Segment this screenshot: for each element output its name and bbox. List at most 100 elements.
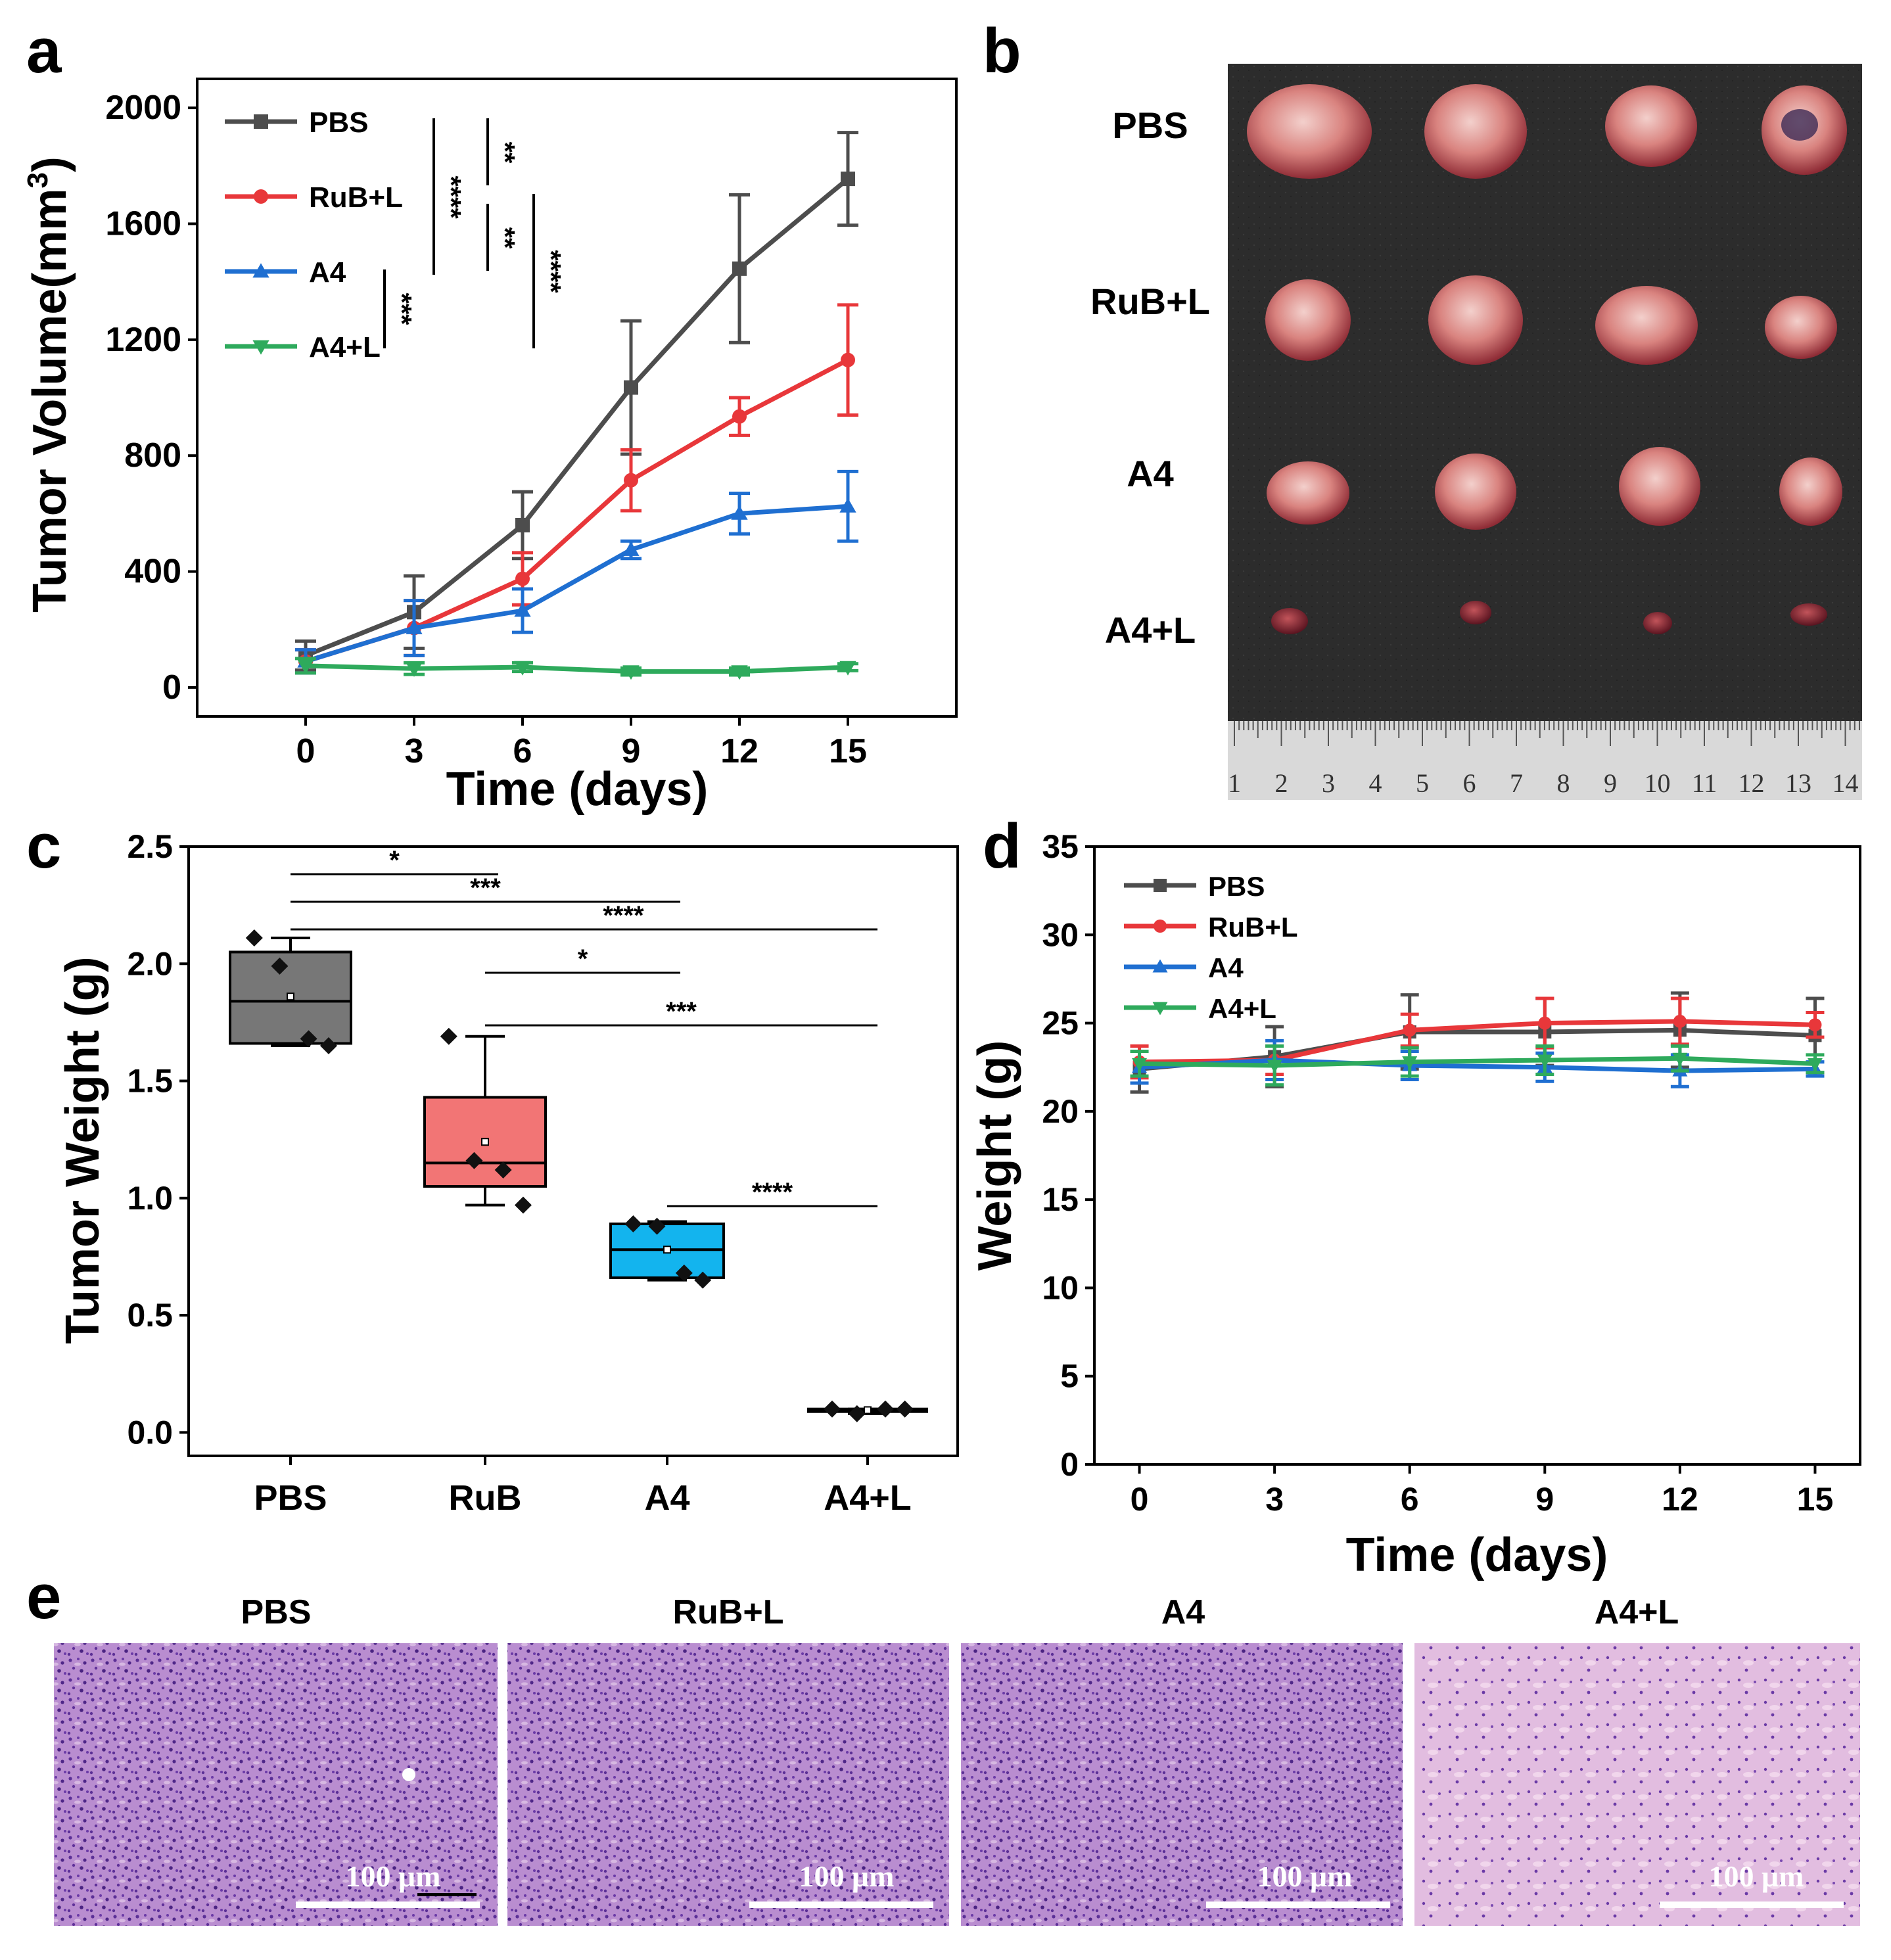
scale-bar-label: 100 μm [346, 1859, 441, 1893]
y-tick-label: 800 [124, 436, 181, 475]
panel-label-b: b [983, 16, 1021, 86]
sig-label: **** [536, 250, 567, 293]
series-line [1139, 1019, 1815, 1065]
legend: PBS RuB+L A4 A4+L [1124, 871, 1298, 1024]
panel-label-d: d [983, 811, 1021, 881]
mean-marker [287, 992, 294, 1001]
data-point [515, 518, 530, 532]
ruler-number: 3 [1322, 768, 1335, 798]
plot-frame [1093, 845, 1861, 1466]
y-tick-label: 25 [1042, 1005, 1079, 1042]
tumor-specimen [1605, 85, 1697, 167]
y-axis-title-superscript: 3 [22, 172, 54, 188]
x-tick-label: RuB [449, 1478, 522, 1518]
data-point [245, 929, 263, 947]
x-tick-label: 9 [622, 732, 641, 770]
data-point [494, 1161, 512, 1179]
histology-title-rubl: RuB+L [673, 1593, 784, 1631]
data-point [297, 659, 314, 674]
ruler-ticks: 1 2 3 4 5 6 7 8 9 10 11 12 13 14 [1228, 721, 1860, 798]
data-point [731, 665, 748, 680]
data-point [624, 1215, 642, 1233]
tumor-specimen [1247, 84, 1372, 179]
tumor-specimen [1428, 275, 1523, 365]
y-tick-label: 5 [1060, 1358, 1079, 1395]
series-A4+L [295, 657, 858, 680]
x-tick-label: 9 [1535, 1481, 1554, 1518]
series-line [304, 503, 849, 664]
sig-label: * [578, 945, 588, 973]
data-point [465, 1152, 483, 1169]
plot-frame [187, 845, 959, 1457]
scale-bar-label: 100 μm [799, 1859, 895, 1893]
x-tick-label: 12 [720, 732, 759, 770]
panel-a-tumor-volume-chart: 0 400 800 1200 1600 2000 0 3 6 9 12 15 PBS RuB+L A4 A… [22, 78, 958, 816]
legend-label: A4 [309, 256, 346, 289]
tumor-specimens [1247, 84, 1847, 634]
legend: PBS RuB+L A4 A4+L [225, 106, 403, 363]
data-point [252, 340, 269, 355]
ruler-number: 14 [1833, 768, 1859, 798]
data-point [1152, 1002, 1168, 1015]
ruler-number: 6 [1463, 768, 1476, 798]
scale-bar-label: 100 μm [1257, 1859, 1353, 1893]
sig-label: **** [752, 1178, 793, 1207]
ruler-number: 4 [1369, 768, 1382, 798]
tumor-specimen [1781, 109, 1818, 141]
tumor-specimen [1790, 603, 1827, 626]
row-label-a4: A4 [1127, 453, 1174, 494]
legend-label: A4+L [1208, 993, 1276, 1024]
tumor-specimen [1595, 286, 1698, 365]
row-label-a4l: A4+L [1105, 609, 1196, 651]
x-tick-label: 12 [1662, 1481, 1698, 1518]
ruler-number: 10 [1645, 768, 1671, 798]
data-point [1132, 1058, 1148, 1071]
y-axis-title: Tumor Weight (g) [57, 956, 109, 1343]
sig-label: **** [436, 175, 467, 219]
series-line [1139, 1056, 1815, 1068]
ruler-number: 12 [1739, 768, 1765, 798]
data-point [694, 1271, 712, 1289]
data-point [514, 602, 531, 617]
data-point [841, 172, 855, 187]
scale-bar [749, 1902, 933, 1908]
y-tick-label: 0.0 [127, 1414, 173, 1451]
data-point [254, 189, 268, 204]
y-tick-label: 0 [1060, 1446, 1079, 1483]
series-line [1139, 1058, 1815, 1073]
data-point [624, 473, 638, 488]
mean-marker [663, 1246, 671, 1254]
mean-marker [864, 1406, 872, 1414]
data-point [406, 619, 423, 634]
data-point [300, 1030, 317, 1048]
y-tick-label: 30 [1042, 916, 1079, 953]
panel-label-e: e [26, 1562, 61, 1632]
x-axis-ticks: 0 3 6 9 12 15 [1131, 1464, 1833, 1518]
y-axis-ticks: 0 400 800 1200 1600 2000 [105, 89, 197, 707]
series-layer [295, 131, 858, 680]
tumor-specimen [1779, 457, 1842, 526]
y-tick-label: 1.5 [127, 1063, 173, 1100]
data-point [1402, 1056, 1418, 1070]
x-tick-label: 0 [296, 732, 315, 770]
tumor-specimen [1424, 84, 1527, 179]
data-point [1807, 1058, 1823, 1071]
data-point [824, 1400, 841, 1418]
y-tick-label: 10 [1042, 1269, 1079, 1306]
y-axis-ticks: 0.0 0.5 1.0 1.5 2.0 2.5 [127, 828, 189, 1451]
sig-label: *** [666, 997, 697, 1026]
y-tick-label: 20 [1042, 1093, 1079, 1130]
legend-label: PBS [1208, 871, 1265, 902]
y-tick-label: 2000 [105, 89, 181, 127]
sig-label: **** [603, 901, 644, 930]
histology-image-rubl [507, 1643, 949, 1926]
sig-label: *** [386, 292, 417, 325]
ruler-number: 9 [1604, 768, 1617, 798]
box-PBS [229, 929, 352, 1055]
mean-marker [481, 1138, 489, 1146]
histology-image-a4l [1414, 1643, 1860, 1926]
panel-label-a: a [26, 16, 62, 86]
series-A4+L [1130, 1044, 1825, 1087]
data-point [514, 661, 531, 676]
